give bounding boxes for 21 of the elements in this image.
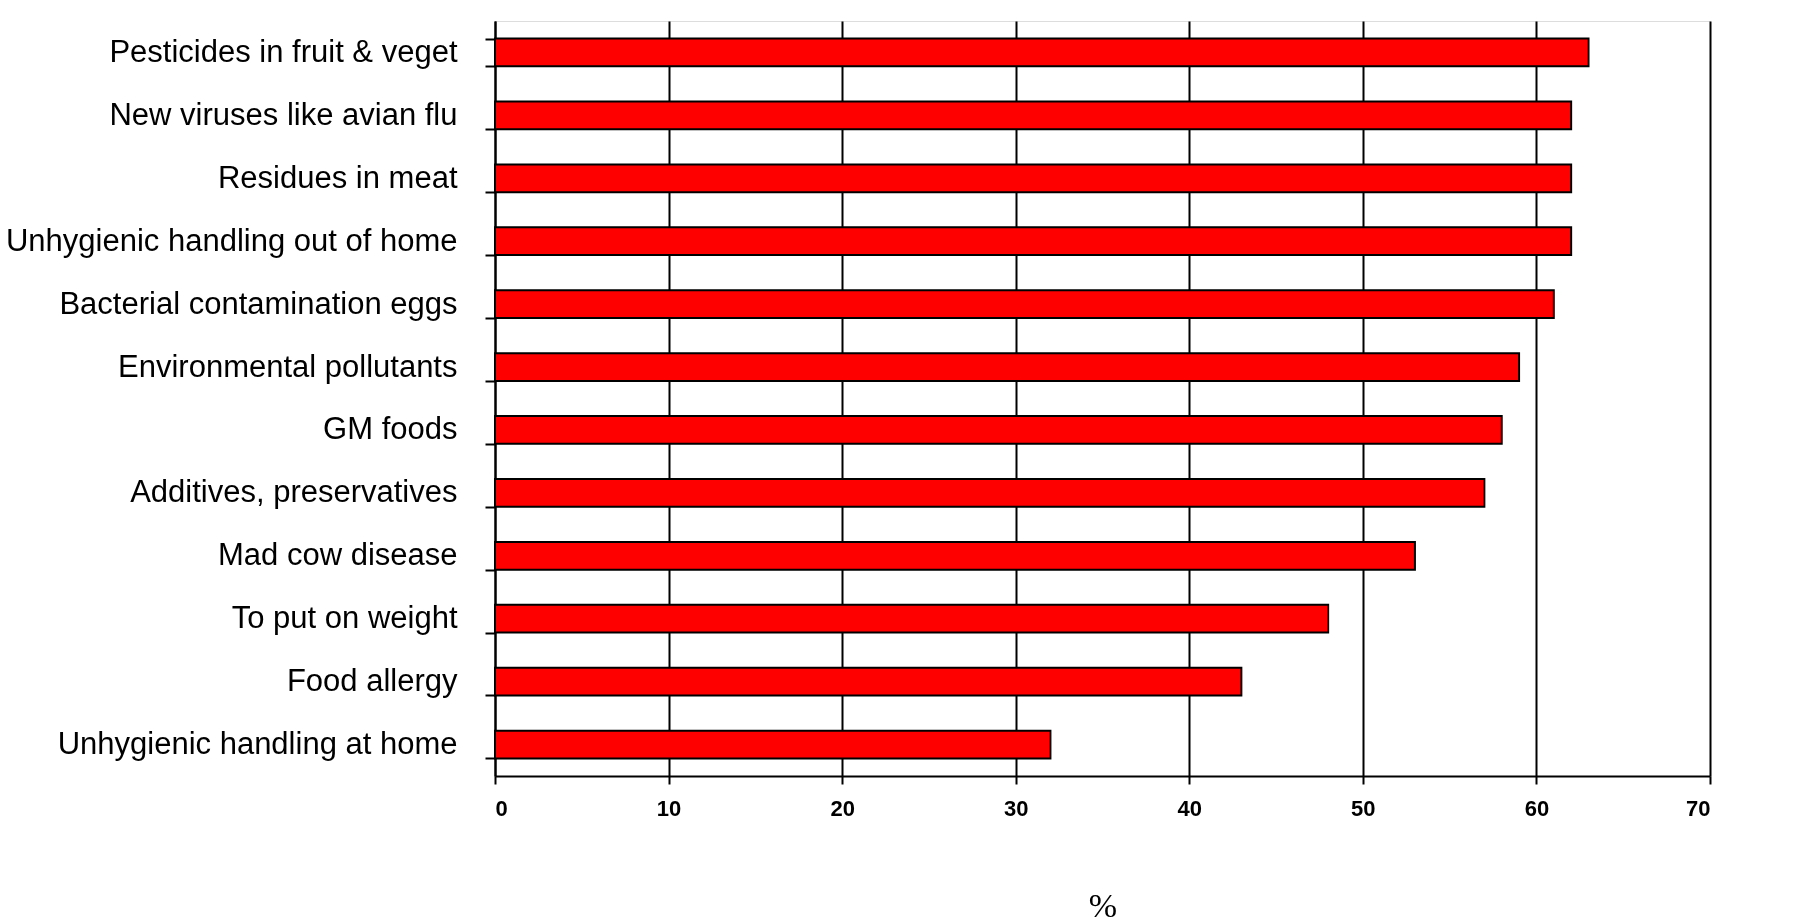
x-tick-label: 40 (1177, 795, 1203, 821)
x-tick-label: 60 (1524, 795, 1550, 821)
y-tick-label: Unhygienic handling out of home (5, 222, 458, 258)
x-tick-label: 30 (1003, 795, 1029, 821)
x-tick-label: 0 (495, 795, 508, 821)
x-tick-label: 10 (656, 795, 682, 821)
y-tick-label: Unhygienic handling at home (57, 726, 458, 762)
y-tick-label: GM foods (323, 411, 458, 447)
y-tick-label: Mad cow disease (217, 537, 458, 573)
x-tick-label: 20 (830, 795, 855, 821)
x-tick-label: 70 (1686, 795, 1711, 821)
x-tick-label: 50 (1351, 795, 1376, 821)
y-tick-label: Residues in meat (217, 159, 458, 195)
y-tick-label: To put on weight (231, 600, 458, 636)
y-tick-label: Additives, preservatives (130, 474, 458, 510)
y-tick-label: Bacterial contamination eggs (59, 285, 458, 321)
y-tick-label: Food allergy (286, 663, 458, 699)
y-tick-label: Environmental pollutants (118, 348, 458, 384)
y-tick-label: New viruses like avian flu (109, 96, 458, 132)
x-axis-title: % (1088, 886, 1118, 920)
y-tick-label: Pesticides in fruit & veget (109, 33, 458, 69)
